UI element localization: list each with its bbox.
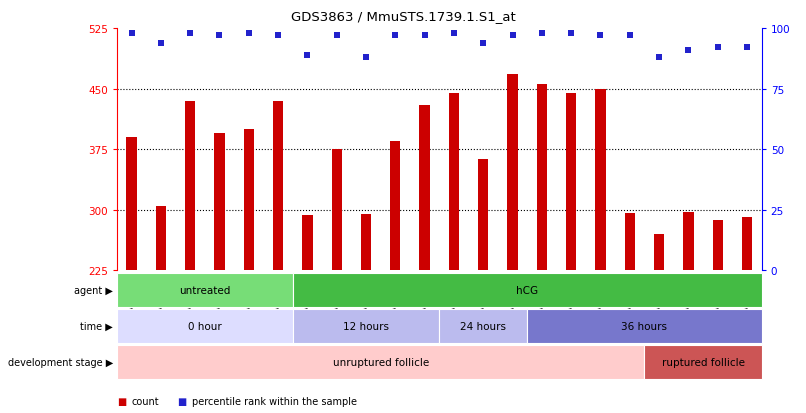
Bar — [596, 89, 605, 271]
Bar — [713, 221, 723, 271]
Point — [125, 31, 138, 37]
Text: development stage ▶: development stage ▶ — [7, 357, 113, 367]
Point — [711, 45, 724, 52]
Point — [155, 40, 168, 47]
Point — [330, 33, 343, 40]
Point — [623, 33, 636, 40]
Text: ■: ■ — [177, 396, 186, 406]
Bar — [654, 234, 664, 271]
Text: unruptured follicle: unruptured follicle — [333, 357, 429, 367]
Bar — [331, 150, 342, 271]
Text: 0 hour: 0 hour — [188, 321, 222, 331]
Point — [272, 33, 285, 40]
Point — [682, 47, 695, 54]
Text: agent ▶: agent ▶ — [74, 286, 113, 296]
Bar — [214, 134, 225, 271]
Point — [447, 31, 460, 37]
Bar — [361, 214, 371, 271]
Point — [213, 33, 226, 40]
Bar — [390, 142, 401, 271]
Point — [243, 31, 256, 37]
Text: GDS3863 / MmuSTS.1739.1.S1_at: GDS3863 / MmuSTS.1739.1.S1_at — [291, 10, 515, 23]
Bar — [742, 217, 752, 271]
Text: 12 hours: 12 hours — [343, 321, 389, 331]
Point — [565, 31, 578, 37]
Bar — [537, 85, 547, 271]
Point — [301, 52, 314, 59]
Point — [506, 33, 519, 40]
Point — [477, 40, 490, 47]
Bar — [302, 216, 313, 271]
Point — [741, 45, 754, 52]
Bar — [625, 214, 635, 271]
Bar — [243, 130, 254, 271]
Text: percentile rank within the sample: percentile rank within the sample — [192, 396, 357, 406]
Bar — [156, 206, 166, 271]
Text: ■: ■ — [117, 396, 126, 406]
Bar — [273, 102, 283, 271]
Text: time ▶: time ▶ — [80, 321, 113, 331]
Text: ruptured follicle: ruptured follicle — [662, 357, 745, 367]
Text: untreated: untreated — [179, 286, 231, 296]
Bar — [449, 93, 459, 271]
Bar — [419, 105, 430, 271]
Point — [535, 31, 548, 37]
Point — [184, 31, 197, 37]
Text: count: count — [131, 396, 159, 406]
Bar — [478, 159, 488, 271]
Bar — [185, 102, 195, 271]
Bar — [508, 75, 517, 271]
Text: 24 hours: 24 hours — [460, 321, 506, 331]
Point — [418, 33, 431, 40]
Point — [359, 55, 372, 61]
Point — [388, 33, 401, 40]
Text: 36 hours: 36 hours — [621, 321, 667, 331]
Bar — [127, 138, 137, 271]
Point — [653, 55, 666, 61]
Text: hCG: hCG — [516, 286, 538, 296]
Bar — [683, 213, 693, 271]
Point — [594, 33, 607, 40]
Bar — [566, 93, 576, 271]
